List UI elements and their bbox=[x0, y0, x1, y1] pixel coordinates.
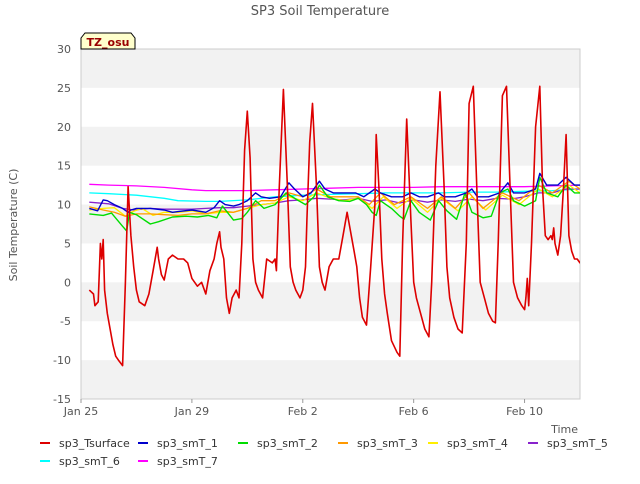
y-tick-label: -5 bbox=[60, 315, 71, 328]
tz-annotation-box: TZ_osu bbox=[80, 32, 136, 50]
legend-item: sp3_smT_1 bbox=[138, 437, 218, 450]
y-tick-label: 25 bbox=[57, 82, 71, 95]
legend-item: sp3_Tsurface bbox=[40, 437, 130, 450]
legend-item: sp3_smT_5 bbox=[528, 437, 608, 450]
legend-item: sp3_smT_6 bbox=[40, 455, 120, 468]
series-line-sp3-smT-6 bbox=[89, 188, 580, 203]
legend-label: sp3_smT_6 bbox=[59, 455, 120, 468]
plot-area-frame bbox=[80, 48, 581, 400]
legend-label: sp3_smT_5 bbox=[547, 437, 608, 450]
grid-band bbox=[81, 282, 580, 322]
series-line-sp3-smT-3 bbox=[89, 180, 580, 217]
legend-label: sp3_smT_1 bbox=[157, 437, 218, 450]
grid-bands bbox=[81, 49, 580, 399]
series-line-sp3-smT-1 bbox=[89, 172, 580, 213]
legend-label: sp3_smT_2 bbox=[257, 437, 318, 450]
y-tick-label: 30 bbox=[57, 43, 71, 56]
y-axis-label: Soil Temperature (C) bbox=[7, 169, 20, 282]
legend-label: sp3_Tsurface bbox=[59, 437, 130, 450]
tz-annotation-text: TZ_osu bbox=[87, 36, 130, 49]
y-tick-label: 5 bbox=[64, 237, 71, 250]
chart-title: SP3 Soil Temperature bbox=[251, 4, 389, 19]
grid-band bbox=[81, 204, 580, 244]
grid-band bbox=[81, 360, 580, 399]
legend-item: sp3_smT_2 bbox=[238, 437, 318, 450]
y-tick-label: -10 bbox=[53, 354, 71, 367]
legend: sp3_Tsurface sp3_smT_1 sp3_smT_2 sp3_smT_3 s… bbox=[40, 437, 608, 468]
y-tick-label: 0 bbox=[64, 276, 71, 289]
x-tick-label: Jan 25 bbox=[63, 405, 98, 418]
y-axis-ticks: -15 -10 -5 0 5 10 15 20 25 30 bbox=[53, 43, 71, 406]
y-tick-label: 20 bbox=[57, 121, 71, 134]
series-line-sp3-smT-7 bbox=[89, 183, 580, 192]
legend-label: sp3_smT_4 bbox=[447, 437, 508, 450]
x-tick-label: Jan 29 bbox=[174, 405, 209, 418]
grid-band bbox=[81, 49, 580, 88]
y-tick-label: -15 bbox=[53, 393, 71, 406]
x-axis-label: Time bbox=[550, 423, 578, 436]
legend-label: sp3_smT_7 bbox=[157, 455, 218, 468]
series-line-sp3-Tsurface bbox=[88, 85, 580, 367]
x-axis-ticks: Jan 25 Jan 29 Feb 2 Feb 6 Feb 10 bbox=[63, 399, 543, 418]
grid-band bbox=[81, 126, 580, 166]
x-tick-label: Feb 2 bbox=[288, 405, 318, 418]
series-layer bbox=[88, 85, 580, 367]
y-tick-label: 15 bbox=[57, 160, 71, 173]
legend-label: sp3_smT_3 bbox=[357, 437, 418, 450]
legend-item: sp3_smT_3 bbox=[338, 437, 418, 450]
x-tick-label: Feb 10 bbox=[506, 405, 543, 418]
legend-item: sp3_smT_7 bbox=[138, 455, 218, 468]
legend-item: sp3_smT_4 bbox=[428, 437, 508, 450]
y-tick-label: 10 bbox=[57, 199, 71, 212]
series-line-sp3-smT-2 bbox=[89, 176, 580, 232]
x-tick-label: Feb 6 bbox=[399, 405, 429, 418]
